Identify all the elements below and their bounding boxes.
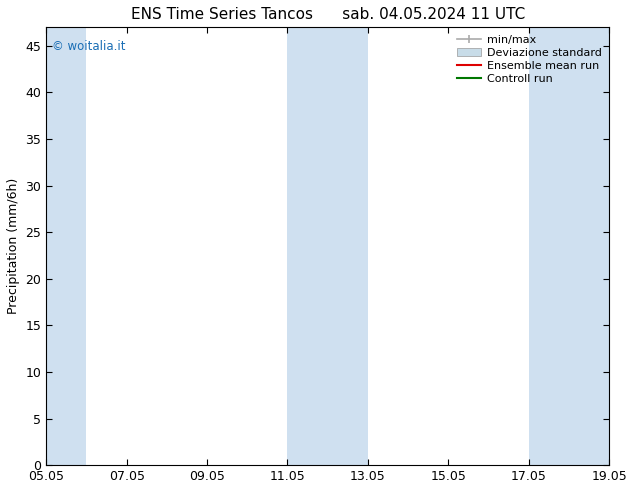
Bar [46,27,86,465]
Title: ENS Time Series Tancos      sab. 04.05.2024 11 UTC: ENS Time Series Tancos sab. 04.05.2024 1… [131,7,525,22]
Legend: min/max, Deviazione standard, Ensemble mean run, Controll run: min/max, Deviazione standard, Ensemble m… [455,33,604,86]
Text: © woitalia.it: © woitalia.it [52,40,126,53]
Bar [529,27,609,465]
Y-axis label: Precipitation (mm/6h): Precipitation (mm/6h) [7,178,20,315]
Bar [287,27,368,465]
